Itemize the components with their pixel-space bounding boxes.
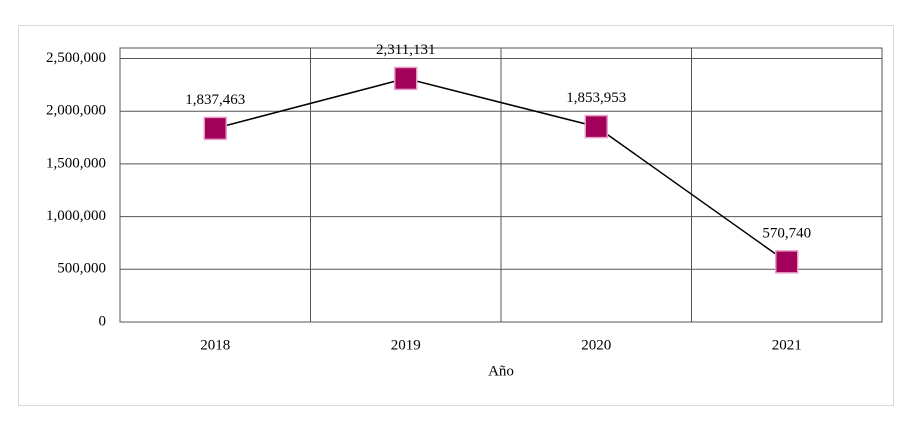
y-tick-label: 1,500,000 (46, 155, 106, 171)
y-tick-label: 500,000 (57, 261, 106, 277)
x-tick-label: 2020 (581, 337, 611, 353)
y-tick-label: 1,000,000 (46, 208, 106, 224)
y-tick-label: 0 (99, 313, 107, 329)
x-tick-label: 2018 (200, 337, 230, 353)
line (215, 77, 788, 263)
data-label: 1,837,463 (185, 92, 245, 108)
data-label: 2,311,131 (376, 42, 435, 58)
x-tick-label: 2021 (772, 337, 802, 353)
x-axis-label: Año (488, 363, 514, 379)
chart-border (18, 25, 894, 406)
y-tick-label: 2,500,000 (46, 50, 106, 66)
marker (775, 250, 799, 274)
marker (394, 66, 418, 91)
y-tick-label: 2,000,000 (46, 103, 106, 119)
x-tick-label: 2019 (391, 337, 421, 353)
marker (584, 114, 608, 139)
data-label: 1,853,953 (566, 90, 626, 106)
marker (203, 116, 227, 141)
data-label: 570,740 (762, 225, 811, 241)
